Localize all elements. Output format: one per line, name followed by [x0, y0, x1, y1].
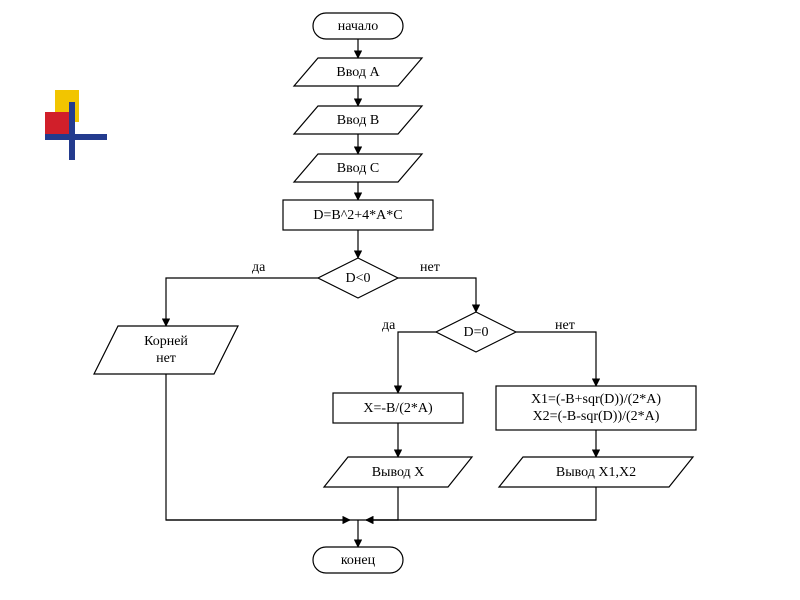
edge	[398, 332, 436, 393]
branch-label-d0_yes: да	[252, 260, 266, 275]
edge	[166, 374, 350, 520]
svg-text:D=0: D=0	[463, 325, 488, 340]
svg-text:D<0: D<0	[345, 271, 370, 286]
svg-text:Ввод C: Ввод C	[337, 161, 379, 176]
branch-label-deq_yes: да	[382, 318, 396, 333]
svg-text:D=B^2+4*A*C: D=B^2+4*A*C	[313, 208, 402, 223]
edge	[516, 332, 596, 386]
edge	[398, 278, 476, 312]
svg-text:Ввод B: Ввод B	[337, 113, 379, 128]
edge	[366, 487, 398, 520]
svg-text:X2=(-B-sqr(D))/(2*A): X2=(-B-sqr(D))/(2*A)	[533, 409, 660, 424]
svg-text:Вывод X: Вывод X	[372, 465, 425, 480]
svg-text:Ввод A: Ввод A	[336, 65, 380, 80]
svg-text:Корней: Корней	[144, 334, 188, 349]
edge	[366, 487, 596, 520]
svg-text:конец: конец	[341, 553, 376, 568]
svg-text:X1=(-B+sqr(D))/(2*A): X1=(-B+sqr(D))/(2*A)	[531, 392, 661, 407]
svg-text:X=-B/(2*A): X=-B/(2*A)	[363, 401, 433, 416]
svg-text:нет: нет	[156, 351, 176, 366]
branch-label-d0_no: нет	[420, 260, 440, 275]
node-noRoots	[94, 326, 238, 374]
flowchart: начало Ввод A Ввод B Ввод C D=B^2+4*A*C D<0 Ко…	[0, 0, 800, 600]
svg-text:Вывод X1,X2: Вывод X1,X2	[556, 465, 636, 480]
edge	[166, 278, 318, 326]
svg-text:начало: начало	[338, 19, 379, 34]
decorative-logo	[45, 90, 115, 160]
branch-label-deq_no: нет	[555, 318, 575, 333]
